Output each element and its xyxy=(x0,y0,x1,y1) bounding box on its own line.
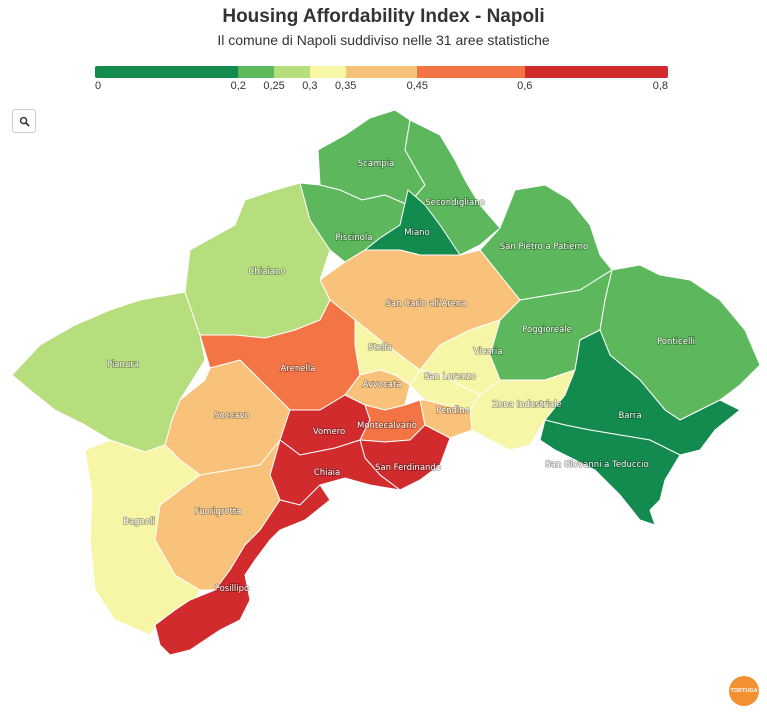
area-label: Posillipo xyxy=(215,584,250,594)
area-label: Ponticelli xyxy=(657,337,695,347)
legend-tick-label: 0 xyxy=(95,80,102,92)
area-label: Bagnoli xyxy=(123,517,155,527)
area-label: Vicaria xyxy=(474,347,503,357)
search-icon xyxy=(19,116,29,126)
area-label: Pendino xyxy=(436,406,470,416)
legend-segment xyxy=(345,66,418,78)
area-label: Chiaiano xyxy=(248,267,285,277)
legend-tick-label: 0,25 xyxy=(263,80,285,92)
area-label: San Carlo all'Arena xyxy=(386,299,467,309)
area-label: Secondigliano xyxy=(425,198,485,208)
color-legend: 0 0,2 0,25 0,3 0,35 0,45 0,6 0,8 xyxy=(95,66,668,96)
legend-tick-label: 0,35 xyxy=(334,80,357,92)
legend-bar xyxy=(95,66,668,78)
area-label: Barra xyxy=(618,411,641,421)
page-title: Housing Affordability Index - Napoli xyxy=(222,6,545,27)
area-label: Stella xyxy=(368,343,392,353)
area-label: San Lorenzo xyxy=(424,372,476,382)
area-label: San Pietro a Patierno xyxy=(500,242,589,252)
legend-tick-label: 0,3 xyxy=(302,80,318,92)
area-label: Fuorigrotta xyxy=(195,507,242,517)
legend-tick-label: 0,8 xyxy=(652,80,668,92)
area-label: Avvocata xyxy=(362,380,401,390)
legend-tick-label: 0,2 xyxy=(230,80,246,92)
legend-segment xyxy=(524,66,668,78)
search-icon-button[interactable] xyxy=(12,109,36,133)
legend-tick-label: 0,6 xyxy=(517,80,533,92)
area-label: Zona Industriale xyxy=(492,400,561,410)
area-label: Soccavo xyxy=(214,411,249,421)
legend-segment xyxy=(238,66,275,78)
area-san-giovanni-a-teduccio[interactable] xyxy=(539,419,681,526)
area-label: San Ferdinando xyxy=(375,463,441,473)
area-label: Pianura xyxy=(107,360,139,370)
napoli-map: Scampia Secondigliano Piscinola Miano San Pi… xyxy=(11,109,761,656)
area-label: San Giovanni a Teduccio xyxy=(545,460,649,470)
area-posillipo[interactable] xyxy=(154,484,331,656)
area-label: Scampia xyxy=(358,159,395,169)
legend-segment xyxy=(417,66,525,78)
page-subtitle: Il comune di Napoli suddiviso nelle 31 a… xyxy=(217,32,550,48)
legend-segment xyxy=(274,66,310,78)
area-label: Miano xyxy=(404,228,430,238)
legend-tick-label: 0,45 xyxy=(406,80,429,92)
area-label: Chiaia xyxy=(314,468,340,478)
logo-text: TORTUGA xyxy=(730,688,758,694)
legend-segment xyxy=(95,66,239,78)
area-label: Poggioreale xyxy=(522,325,572,335)
area-label: Arenella xyxy=(281,364,316,374)
legend-segment xyxy=(309,66,346,78)
area-label: Piscinola xyxy=(336,233,373,243)
area-label: Montecalvario xyxy=(357,421,417,431)
tortuga-logo: TORTUGA xyxy=(729,676,759,706)
area-label: Vomero xyxy=(313,427,345,437)
